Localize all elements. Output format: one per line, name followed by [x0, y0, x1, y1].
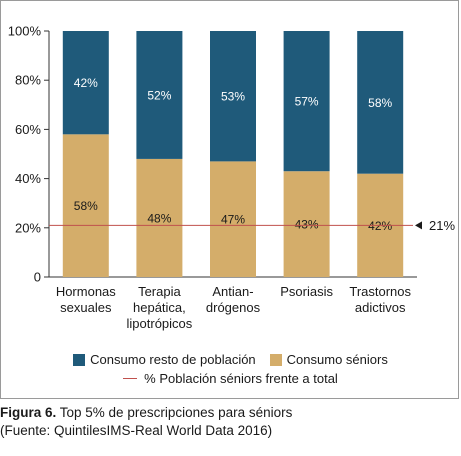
- bar-segment-seniors: [210, 161, 256, 277]
- reference-line-label: 21%: [429, 218, 455, 233]
- y-tick-label: 20%: [15, 220, 41, 235]
- data-label: 48%: [147, 211, 171, 225]
- legend-row-series: Consumo resto de población Consumo sénio…: [1, 350, 460, 369]
- y-tick-label: 60%: [15, 122, 41, 137]
- bar-segment-resto: [357, 31, 404, 174]
- data-label: 57%: [295, 95, 319, 109]
- legend-row-reference: % Población séniors frente a total: [1, 369, 460, 388]
- data-label: 47%: [221, 213, 245, 227]
- data-label: 42%: [74, 76, 98, 90]
- bar-segment-seniors: [136, 158, 183, 277]
- category-label: Terapia hepática, lipotrópicos: [127, 284, 193, 331]
- legend-swatch-resto: [73, 353, 86, 366]
- legend-label-reference: % Población séniors frente a total: [144, 371, 338, 386]
- data-label: 58%: [74, 199, 98, 213]
- bar-segment-resto: [210, 31, 256, 162]
- category-label: Psoriasis: [280, 284, 333, 299]
- data-label: 53%: [221, 90, 245, 104]
- y-tick-label: 80%: [15, 73, 41, 88]
- bar-segment-seniors: [62, 134, 109, 277]
- caption-source: (Fuente: QuintilesIMS-Real World Data 20…: [0, 423, 273, 438]
- legend-item-reference: % Población séniors frente a total: [123, 371, 338, 386]
- legend: Consumo resto de población Consumo sénio…: [1, 350, 460, 388]
- legend-swatch-seniors: [269, 353, 282, 366]
- chart-frame: 0 20% 40% 60% 80% 100% 58% 42% Hormonas sexuales 4…: [0, 0, 459, 399]
- data-label: 58%: [368, 96, 392, 110]
- category-label: Hormonas sexuales: [56, 284, 116, 315]
- legend-label-resto: Consumo resto de población: [90, 352, 256, 367]
- bar-segment-resto: [136, 31, 183, 159]
- legend-swatch-reference: [123, 378, 138, 379]
- legend-item-resto: Consumo resto de población: [73, 352, 256, 367]
- y-tick-label: 100%: [8, 24, 42, 39]
- legend-label-seniors: Consumo séniors: [286, 352, 388, 367]
- y-tick-label: 40%: [15, 171, 41, 186]
- caption-text: Top 5% de prescripciones para séniors: [56, 405, 293, 420]
- stacked-bar-chart: 0 20% 40% 60% 80% 100% 58% 42% Hormonas sexuales 4…: [8, 24, 456, 332]
- reference-arrow-icon: [415, 221, 422, 230]
- bar-segment-resto: [283, 31, 330, 172]
- figure-caption: Figura 6. Top 5% de prescripciones para …: [0, 404, 459, 440]
- bar-segment-seniors: [283, 171, 330, 277]
- category-label: Antian-drógenos: [206, 284, 261, 315]
- caption-label: Figura 6.: [0, 405, 57, 420]
- bar-segment-resto: [62, 31, 109, 135]
- y-tick-label: 0: [34, 270, 41, 285]
- legend-item-seniors: Consumo séniors: [269, 352, 388, 367]
- data-label: 43%: [295, 218, 319, 232]
- category-label: Trastornos adictivos: [349, 284, 411, 315]
- data-label: 52%: [147, 88, 171, 102]
